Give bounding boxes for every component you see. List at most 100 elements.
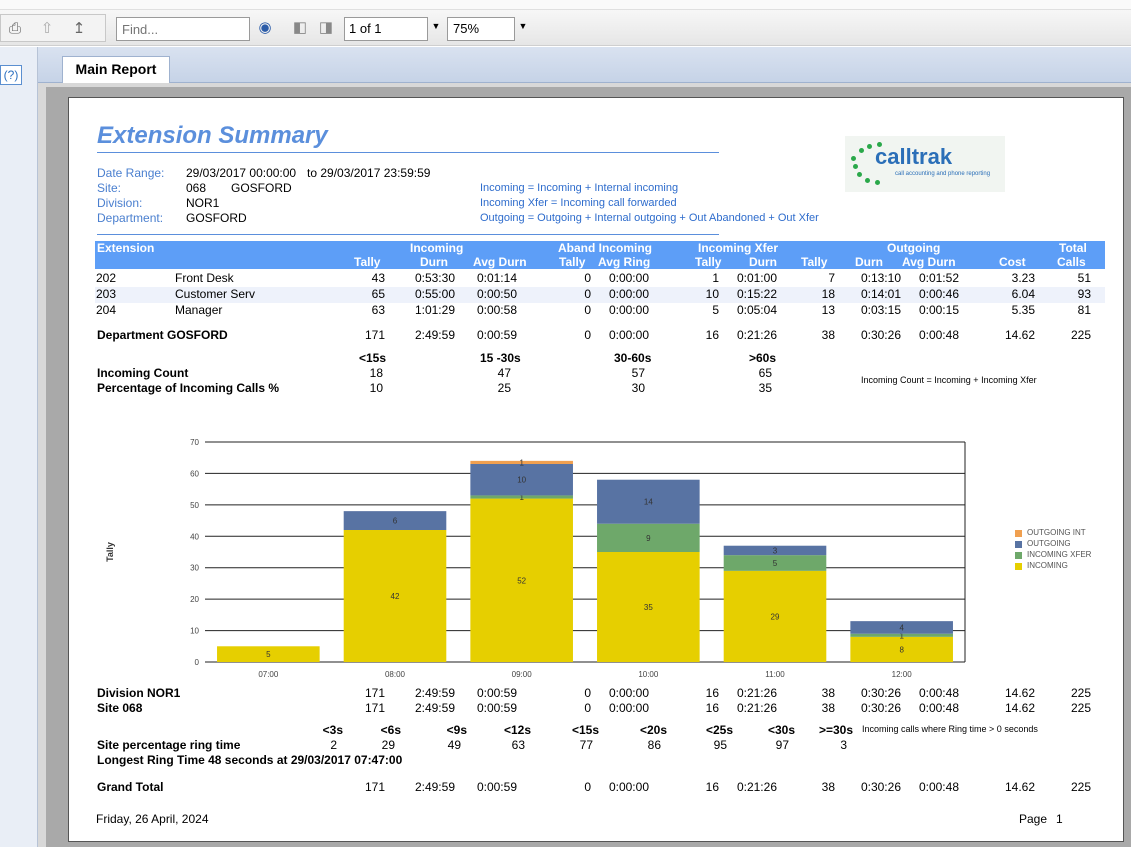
bucket-count-1: 18 [369,366,383,380]
ring-header: <20s [639,723,667,737]
department-total-o-avg: 0:00:48 [918,328,959,342]
logo-wordmark: calltrak [875,144,953,169]
report-tab-strip: Main Report [38,47,1131,83]
date-range-value: 29/03/2017 00:00:00 [186,166,297,180]
division-total-ab-tally: 0 [584,686,591,700]
legend-item: INCOMING [1015,561,1091,572]
row-cell-tally: 43 [371,271,385,285]
col-out-durn: Durn [855,255,883,269]
previous-page-icon[interactable]: ◧ [292,19,308,36]
grand-total-durn: 2:49:59 [414,780,455,794]
legend-note-xfer: Incoming Xfer = Incoming call forwarded [480,197,677,209]
zoom-select[interactable]: 75% [447,17,515,41]
row-cell-x-tally: 10 [705,287,719,301]
row-extension: 202 [96,271,117,285]
page-select[interactable]: 1 of 1 [344,17,428,41]
row-cell-x-durn: 0:15:22 [736,287,777,301]
page-dropdown-arrow-icon[interactable]: ▼ [431,21,441,31]
legend-swatch [1015,563,1022,570]
ring-header: <3s [322,723,343,737]
row-cell-o-durn: 0:14:01 [860,287,901,301]
row-cell-calls: 51 [1077,271,1091,285]
bar-segment [723,555,827,571]
col-x-tally: Tally [695,255,722,269]
department-total-o-durn: 0:30:26 [860,328,901,342]
division-total-x-tally: 16 [705,686,719,700]
export-icon[interactable]: ↥ [72,20,86,37]
grand-total-cost: 14.62 [1004,780,1035,794]
col-cost: Cost [999,255,1026,269]
legend-label: OUTGOING INT [1027,528,1086,537]
header-divider [97,234,719,235]
bar-data-label: 5 [773,559,778,568]
col-aband-incoming: Aband Incoming [558,241,652,255]
bar-data-label: 1 [899,631,904,640]
chart-legend: OUTGOING INT OUTGOING INCOMING XFER INCOMIN… [1015,528,1091,572]
y-tick-label: 60 [190,469,199,478]
x-tick-label: 11:00 [765,670,785,679]
row-cell-avg: 0:00:58 [476,303,517,317]
grand-total-label: Grand Total [97,780,164,794]
bar-data-label: 8 [899,645,904,654]
y-tick-label: 70 [190,438,199,447]
row-cell-o-tally: 7 [828,271,835,285]
ring-header: <9s [446,723,467,737]
bar-data-label: 35 [644,603,653,612]
left-side-panel: (?) [0,47,38,847]
ring-header: <15s [571,723,599,737]
bar-segment [597,552,700,662]
bar-segment [850,621,953,634]
legend-item: OUTGOING INT [1015,528,1091,539]
ring-value: 77 [579,738,593,752]
report-title: Extension Summary [97,122,328,149]
division-total-o-durn: 0:30:26 [860,686,901,700]
row-cell-o-durn: 0:03:15 [860,303,901,317]
site-total-tally: 171 [364,701,385,715]
row-cell-ab-tally: 0 [584,271,591,285]
row-extension-name: Customer Serv [175,287,256,301]
division-value: NOR1 [186,196,220,210]
site-total-calls: 225 [1070,701,1091,715]
grand-total-avg: 0:00:59 [476,780,517,794]
row-cell-o-tally: 13 [821,303,835,317]
department-total-calls: 225 [1070,328,1091,342]
next-page-icon[interactable]: ◨ [318,19,334,36]
row-cell-cost: 3.23 [1011,271,1035,285]
ring-value: 97 [775,738,789,752]
row-cell-o-tally: 18 [821,287,835,301]
col-in-tally: Tally [354,255,381,269]
bar-data-label: 1 [519,458,524,467]
row-cell-ab-ring: 0:00:00 [608,287,649,301]
row-cell-calls: 81 [1077,303,1091,317]
upload-arrow-icon[interactable]: ⇧ [40,20,54,37]
division-total-ab-ring: 0:00:00 [608,686,649,700]
printer-icon[interactable]: ⎙ [8,20,21,37]
bar-data-label: 29 [771,612,780,621]
help-button[interactable]: (?) [0,65,22,85]
chart-svg: 0 10 20 30 40 50 60 70 Tally 5 07:00 42 6 08:00 52 1 10 1… [105,438,966,679]
tab-main-report[interactable]: Main Report [62,56,170,83]
legend-item: OUTGOING [1015,539,1091,550]
col-incoming-xfer: Incoming Xfer [698,241,779,255]
site-name: GOSFORD [231,181,292,195]
row-cell-ab-ring: 0:00:00 [608,271,649,285]
grand-total-o-tally: 38 [821,780,835,794]
bar-data-label: 52 [517,576,526,585]
grand-total-x-durn: 0:21:26 [736,780,777,794]
bar-segment [597,479,700,524]
ring-value: 3 [840,738,847,752]
binoculars-icon[interactable]: ◉ [258,19,272,36]
col-out-tally: Tally [801,255,828,269]
bar-data-label: 4 [899,623,904,632]
zoom-dropdown-arrow-icon[interactable]: ▼ [518,21,528,31]
longest-ring-time: Longest Ring Time 48 seconds at 29/03/20… [97,753,403,767]
date-range-to: to 29/03/2017 23:59:59 [307,166,431,180]
department-total-cost: 14.62 [1004,328,1035,342]
bucket-pct-2: 25 [497,381,511,395]
find-input[interactable] [116,17,250,41]
bar-segment [217,646,320,662]
export-button-group: ⎙ ⇧ ↥ [0,14,106,42]
row-cell-o-avg: 0:00:46 [918,287,959,301]
legend-note-outgoing: Outgoing = Outgoing + Internal outgoing … [480,212,819,224]
bucket-header-4: >60s [749,351,777,365]
